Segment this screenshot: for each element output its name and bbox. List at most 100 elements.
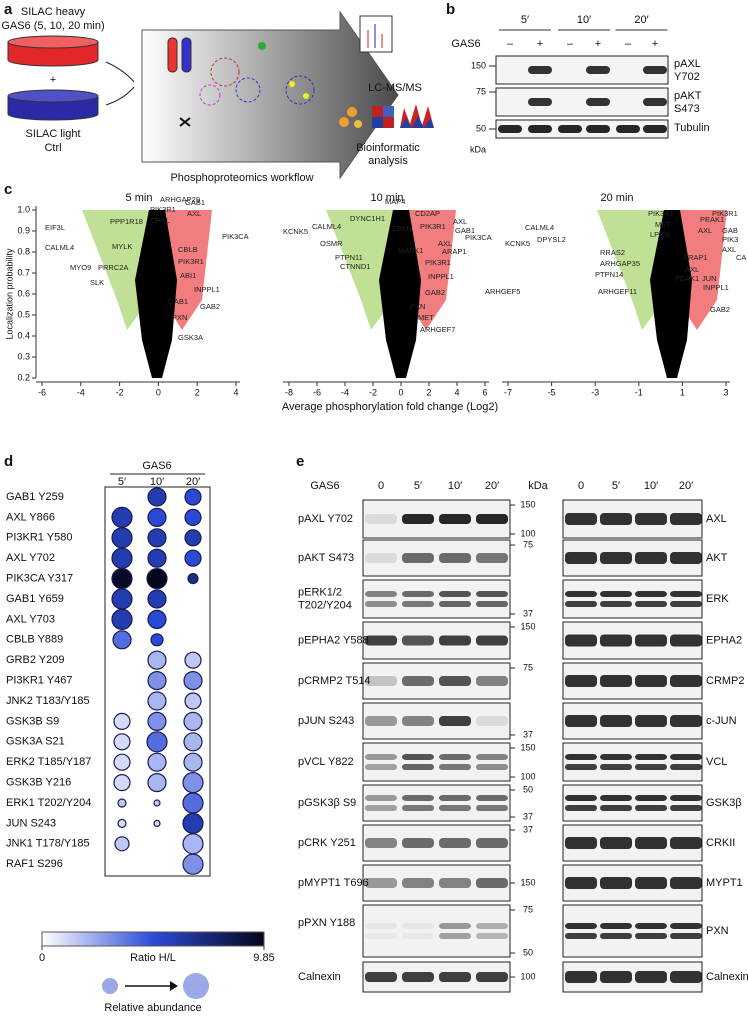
site-label: RAF1 S296 <box>6 858 63 870</box>
blot-label: pERK1/2 <box>298 586 342 598</box>
band <box>402 553 434 563</box>
gene-label: CALML4 <box>45 243 74 252</box>
gene-label: PPP1R18 <box>110 217 143 226</box>
gene-label: CD2AP <box>415 209 440 218</box>
gene-label: DYNC1H1 <box>350 214 385 223</box>
bubble <box>147 548 167 568</box>
blot-label: EPHA2 <box>706 634 742 646</box>
gene-label: ARHGAP35 <box>600 259 640 268</box>
gene-label: PIK3R1 <box>712 209 738 218</box>
site-label: ERK2 T185/Y187 <box>6 756 91 768</box>
band <box>565 675 597 687</box>
panel-label: d <box>4 453 13 470</box>
time-label: 5′ <box>118 476 126 488</box>
bubble <box>117 798 127 808</box>
gene-label: ARHGEF11 <box>598 287 637 296</box>
site-label: AXL Y702 <box>6 552 55 564</box>
bubble <box>183 752 203 772</box>
x-tick-label: -2 <box>116 387 124 397</box>
bubble <box>183 711 203 732</box>
bubble <box>183 732 203 752</box>
band <box>528 98 552 106</box>
blot-label: pGSK3β S9 <box>298 797 356 809</box>
treatment-label: GAS6 <box>142 460 171 472</box>
band <box>476 635 508 646</box>
band <box>600 552 632 564</box>
gene-label: PIK3 <box>722 235 738 244</box>
band <box>600 513 632 525</box>
marker-label: 150 <box>520 877 535 887</box>
band <box>643 125 667 133</box>
y-tick-label: 0.7 <box>17 267 30 277</box>
band <box>565 591 597 597</box>
lane-label: 10′ <box>448 480 462 492</box>
blot-label: pVCL Y822 <box>298 756 354 768</box>
y-tick-label: 0.3 <box>17 351 30 361</box>
blot-label: GSK3β <box>706 797 742 809</box>
plot-title: 20 min <box>600 192 633 204</box>
x-tick-label: -3 <box>591 387 599 397</box>
marker-label: 75 <box>476 86 486 96</box>
band <box>670 971 702 983</box>
bubble <box>113 773 131 792</box>
bubble <box>182 833 204 855</box>
bubble <box>182 812 204 835</box>
marker-label: 100 <box>520 971 535 981</box>
x-tick-label: 1 <box>680 387 685 397</box>
band <box>439 878 471 888</box>
cloud-green <box>326 210 396 330</box>
x-tick-label: -8 <box>285 387 293 397</box>
band <box>565 837 597 849</box>
band <box>365 716 397 726</box>
bubble <box>183 670 203 691</box>
blot-label: pCRK Y251 <box>298 837 356 849</box>
band <box>565 923 597 929</box>
band <box>365 754 397 760</box>
bubble <box>147 752 167 772</box>
band <box>365 838 397 848</box>
time-label: 20′ <box>186 476 200 488</box>
marker-label: 37 <box>523 729 533 739</box>
band <box>476 972 508 982</box>
time-label: 10′ <box>150 476 164 488</box>
band <box>528 66 552 74</box>
band <box>365 553 397 563</box>
blot <box>495 55 669 85</box>
band <box>635 837 667 849</box>
band <box>600 795 632 801</box>
gene-label: KCNK5 <box>505 239 530 248</box>
band <box>565 764 597 770</box>
gene-label: MYO9 <box>70 263 91 272</box>
size-arrowhead <box>170 981 178 991</box>
band <box>565 552 597 564</box>
bubble <box>184 651 202 669</box>
site-label: PI3KR1 Y467 <box>6 675 72 687</box>
band <box>600 715 632 727</box>
gene-label: AXL <box>722 245 736 254</box>
lane-label: 20′ <box>485 480 499 492</box>
band <box>565 795 597 801</box>
band <box>565 805 597 811</box>
band <box>402 923 434 929</box>
band <box>600 971 632 983</box>
band <box>365 635 397 646</box>
band <box>476 933 508 939</box>
band <box>600 933 632 939</box>
y-tick-label: 0.2 <box>17 372 30 382</box>
band <box>439 676 471 686</box>
size-label: Relative abundance <box>104 1002 201 1014</box>
blot <box>562 579 703 619</box>
band <box>643 66 667 74</box>
gene-label: GAB2 <box>425 288 445 297</box>
gene-label: ARHGAP29 <box>160 195 200 204</box>
band <box>439 972 471 982</box>
site-label: GSK3B Y216 <box>6 777 71 789</box>
gene-label: PRRC2A <box>98 263 128 272</box>
bubble <box>187 572 199 585</box>
band <box>635 971 667 983</box>
x-tick-label: -7 <box>504 387 512 397</box>
site-label: AXL Y703 <box>6 613 55 625</box>
band <box>439 553 471 563</box>
site-label: GAB1 Y659 <box>6 593 64 605</box>
gene-label: AXL <box>438 239 452 248</box>
